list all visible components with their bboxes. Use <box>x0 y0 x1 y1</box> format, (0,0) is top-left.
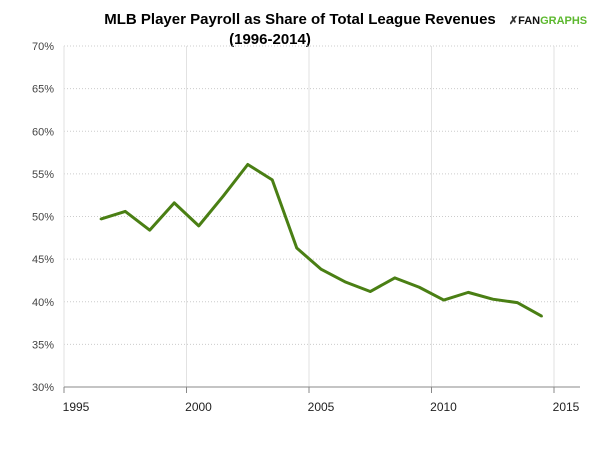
chart-subtitle: (1996-2014) <box>229 31 311 48</box>
data-point <box>148 228 151 232</box>
data-point <box>418 286 421 289</box>
y-tick-label: 40% <box>32 297 54 309</box>
data-point <box>295 246 298 250</box>
data-point <box>222 194 225 198</box>
series-line <box>100 162 543 318</box>
y-tick-label: 45% <box>32 254 54 266</box>
x-tick-label: 2010 <box>430 400 457 414</box>
data-point <box>344 280 347 284</box>
x-tick-label: 2015 <box>553 400 580 414</box>
x-tick-label: 2005 <box>308 400 335 414</box>
data-point <box>173 201 176 205</box>
data-point <box>442 298 445 302</box>
y-tick-label: 50% <box>32 212 54 224</box>
chart-title: MLB Player Payroll as Share of Total Lea… <box>104 11 496 28</box>
data-point <box>320 268 323 271</box>
data-point <box>393 276 396 280</box>
data-point <box>467 291 470 294</box>
data-point <box>271 178 274 182</box>
data-point <box>197 224 200 228</box>
data-point <box>491 297 494 301</box>
y-tick-label: 60% <box>32 126 54 138</box>
svg-text:✗FANGRAPHS: ✗FANGRAPHS <box>509 15 587 27</box>
data-point <box>246 163 249 166</box>
y-tick-label: 55% <box>32 169 54 181</box>
data-point <box>99 217 102 221</box>
y-tick-label: 30% <box>32 382 54 394</box>
fangraphs-logo: ✗FANGRAPHS <box>509 15 587 27</box>
data-point <box>369 290 372 293</box>
x-tick-label: 1995 <box>63 400 90 414</box>
data-point <box>124 210 127 213</box>
data-point <box>540 315 543 318</box>
y-tick-label: 70% <box>32 41 54 53</box>
data-point <box>516 301 519 304</box>
y-tick-label: 65% <box>32 84 54 96</box>
y-tick-label: 35% <box>32 339 54 351</box>
x-tick-label: 2000 <box>185 400 212 414</box>
